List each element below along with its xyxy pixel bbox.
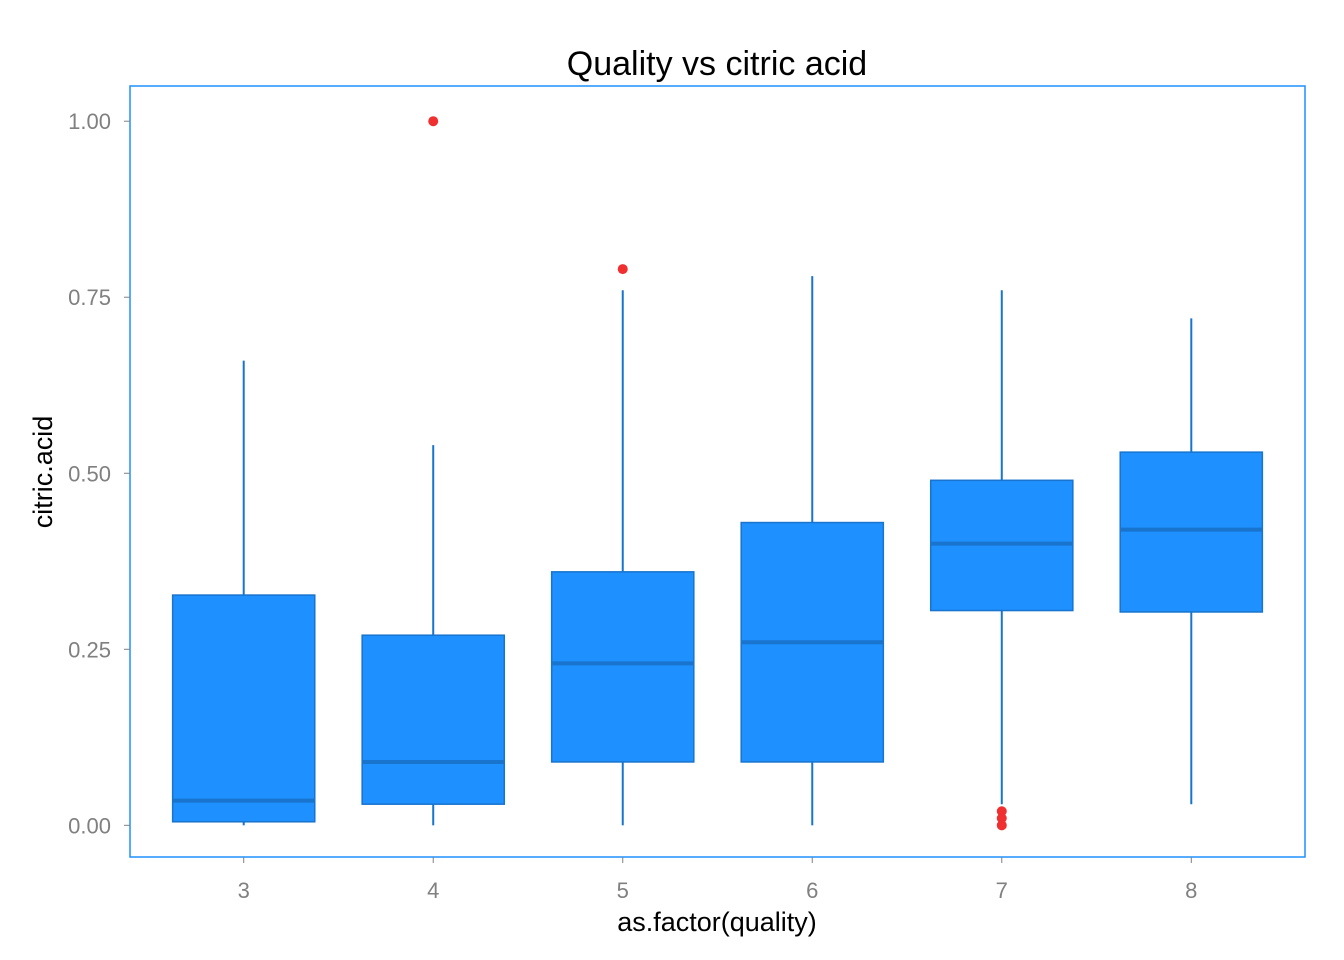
x-tick-label: 8 [1185, 878, 1197, 903]
box-series [171, 116, 1264, 831]
box [361, 634, 506, 805]
x-axis-title: as.factor(quality) [617, 907, 817, 937]
outlier-point [617, 264, 628, 275]
box [550, 571, 695, 763]
box-group-4 [361, 116, 506, 826]
box-group-7 [929, 290, 1074, 831]
x-tick-label: 6 [806, 878, 818, 903]
x-axis: 3 4 5 6 7 8 [238, 857, 1197, 903]
outlier-point [996, 820, 1007, 831]
y-tick-label: 0.25 [68, 637, 111, 662]
box-group-8 [1119, 318, 1264, 805]
y-tick-label: 0.00 [68, 813, 111, 838]
y-axis-title: citric.acid [28, 416, 58, 529]
outlier-point [996, 806, 1007, 817]
outlier-point [428, 116, 439, 127]
chart-title: Quality vs citric acid [567, 45, 867, 83]
box [1119, 451, 1264, 613]
y-tick-label: 0.50 [68, 461, 111, 486]
x-tick-label: 7 [996, 878, 1008, 903]
y-axis: 0.00 0.25 0.50 0.75 1.00 [68, 109, 130, 838]
box [171, 594, 316, 823]
plot-panel-border [129, 85, 1306, 858]
outlier-point [996, 813, 1007, 824]
y-tick-label: 1.00 [68, 109, 111, 134]
x-tick-label: 4 [427, 878, 439, 903]
box-group-5 [550, 264, 695, 826]
x-tick-label: 5 [617, 878, 629, 903]
y-tick-label: 0.75 [68, 285, 111, 310]
box-group-6 [740, 276, 885, 826]
x-tick-label: 3 [238, 878, 250, 903]
box-group-3 [171, 360, 316, 826]
